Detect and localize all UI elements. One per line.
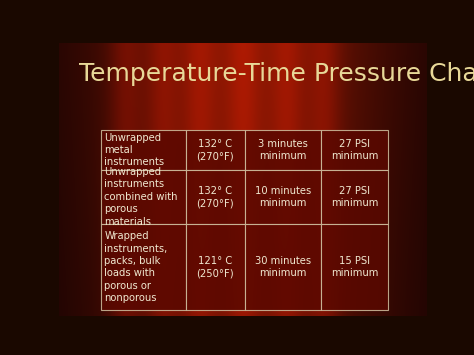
Text: 27 PSI
minimum: 27 PSI minimum bbox=[331, 139, 378, 161]
Bar bbox=[101, 224, 186, 311]
Text: 121° C
(250°F): 121° C (250°F) bbox=[197, 256, 234, 278]
Text: Temperature-Time Pressure Chart: Temperature-Time Pressure Chart bbox=[80, 62, 474, 86]
Bar bbox=[101, 130, 186, 170]
Bar bbox=[321, 130, 388, 170]
Bar bbox=[186, 130, 245, 170]
Bar bbox=[245, 224, 321, 311]
Bar bbox=[186, 170, 245, 224]
Text: Wrapped
instruments,
packs, bulk
loads with
porous or
nonporous: Wrapped instruments, packs, bulk loads w… bbox=[104, 231, 168, 303]
Bar bbox=[186, 224, 245, 311]
Bar bbox=[101, 170, 186, 224]
Bar bbox=[245, 130, 321, 170]
Text: Unwrapped
metal
instruments: Unwrapped metal instruments bbox=[104, 132, 164, 167]
Bar bbox=[321, 224, 388, 311]
Text: 132° C
(270°F): 132° C (270°F) bbox=[197, 186, 234, 208]
Text: 27 PSI
minimum: 27 PSI minimum bbox=[331, 186, 378, 208]
Text: Unwrapped
instruments
combined with
porous
materials: Unwrapped instruments combined with poro… bbox=[104, 167, 178, 226]
Text: 15 PSI
minimum: 15 PSI minimum bbox=[331, 256, 378, 278]
Bar bbox=[321, 170, 388, 224]
Text: 30 minutes
minimum: 30 minutes minimum bbox=[255, 256, 311, 278]
Bar bbox=[245, 170, 321, 224]
Text: 10 minutes
minimum: 10 minutes minimum bbox=[255, 186, 311, 208]
Text: 3 minutes
minimum: 3 minutes minimum bbox=[258, 139, 308, 161]
Text: 132° C
(270°F): 132° C (270°F) bbox=[197, 139, 234, 161]
